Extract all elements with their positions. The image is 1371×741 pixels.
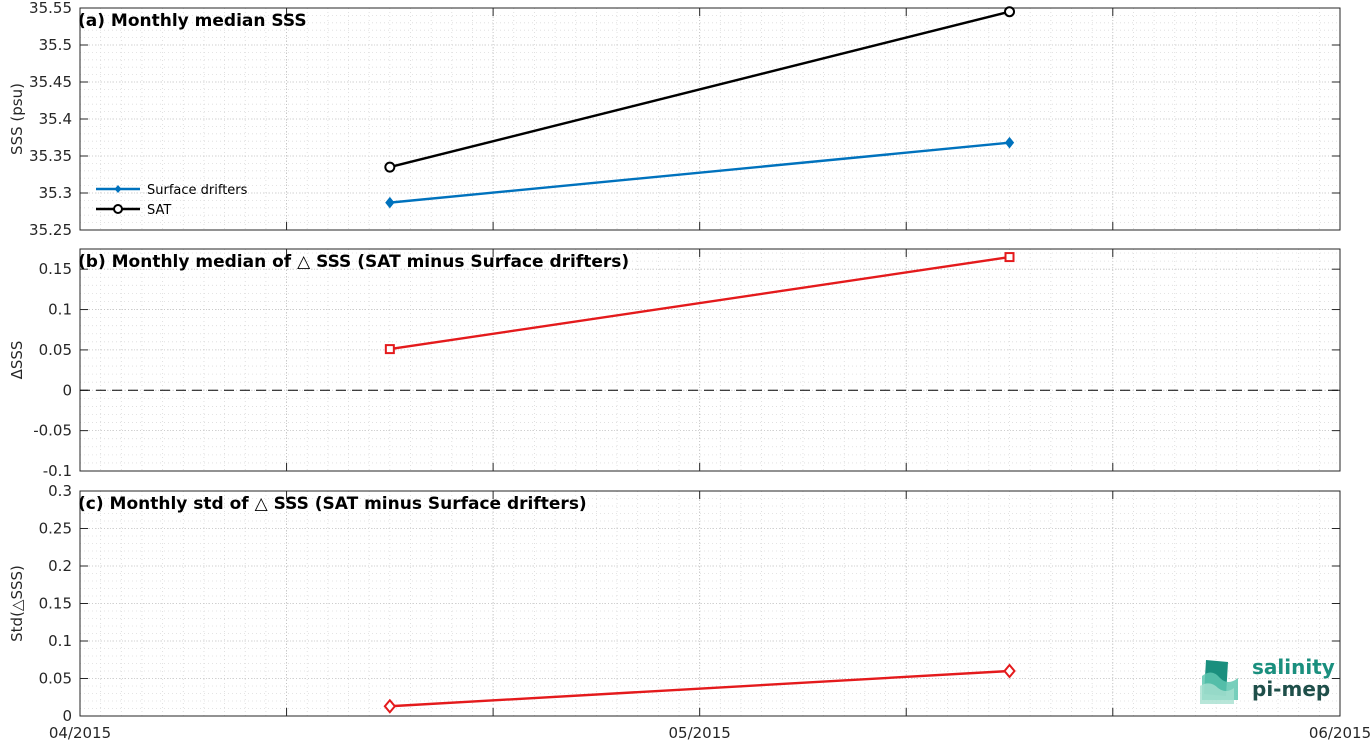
y-axis-title: SSS (psu) xyxy=(8,83,26,155)
y-tick-label: 0.1 xyxy=(48,632,72,650)
panel-title: (a) Monthly median SSS xyxy=(78,11,307,31)
y-tick-label: 0 xyxy=(62,707,72,725)
y-tick-label: 0.05 xyxy=(39,341,72,359)
y-tick-label: 0.3 xyxy=(48,482,72,500)
series-line xyxy=(389,10,1010,169)
y-tick-label: 35.45 xyxy=(29,73,72,91)
y-tick-label: 35.3 xyxy=(39,184,72,202)
logo-text-salinity: salinity xyxy=(1252,655,1335,679)
data-point-marker xyxy=(384,161,396,173)
series-line xyxy=(389,255,1010,351)
y-tick-label: 0.05 xyxy=(39,670,72,688)
series-line xyxy=(389,141,1010,204)
x-tick-label: 04/2015 xyxy=(49,724,111,741)
legend-label: SAT xyxy=(147,203,171,218)
data-point-marker xyxy=(1004,6,1016,18)
logo-text-pi-mep: pi-mep xyxy=(1252,677,1331,701)
x-tick-label: 06/2015 xyxy=(1309,724,1371,741)
legend-marker xyxy=(113,204,123,214)
y-tick-label: 0 xyxy=(62,381,72,399)
y-tick-label: 35.25 xyxy=(29,221,72,239)
data-point-marker xyxy=(384,344,395,355)
data-point-marker xyxy=(1003,663,1016,679)
y-tick-label: -0.1 xyxy=(43,462,72,480)
y-tick-label: -0.05 xyxy=(33,422,72,440)
legend-marker xyxy=(114,185,122,193)
panel-title: (b) Monthly median of △ SSS (SAT minus S… xyxy=(78,252,629,272)
axes-box xyxy=(79,248,1341,472)
panel-title: (c) Monthly std of △ SSS (SAT minus Surf… xyxy=(78,494,587,514)
x-tick-label: 05/2015 xyxy=(669,724,731,741)
y-tick-label: 0.15 xyxy=(39,595,72,613)
y-tick-label: 0.2 xyxy=(48,557,72,575)
data-point-marker xyxy=(1004,136,1015,149)
y-axis-title: ΔSSS xyxy=(8,341,26,380)
series-line xyxy=(389,669,1010,708)
data-point-marker xyxy=(385,196,395,209)
legend-label: Surface drifters xyxy=(147,183,248,198)
y-tick-label: 35.4 xyxy=(39,110,72,128)
y-tick-label: 35.5 xyxy=(39,36,72,54)
data-point-marker xyxy=(383,698,397,714)
y-axis-title: Std(△SSS) xyxy=(8,565,26,642)
data-point-marker xyxy=(1004,252,1015,263)
y-tick-label: 35.35 xyxy=(29,147,72,165)
y-tick-label: 0.25 xyxy=(39,520,72,538)
y-tick-label: 0.1 xyxy=(48,301,72,319)
y-tick-label: 0.15 xyxy=(39,260,72,278)
logo-mark-icon xyxy=(1200,660,1238,704)
logo: salinity pi-mep xyxy=(1198,656,1338,706)
y-tick-label: 35.55 xyxy=(29,0,72,17)
